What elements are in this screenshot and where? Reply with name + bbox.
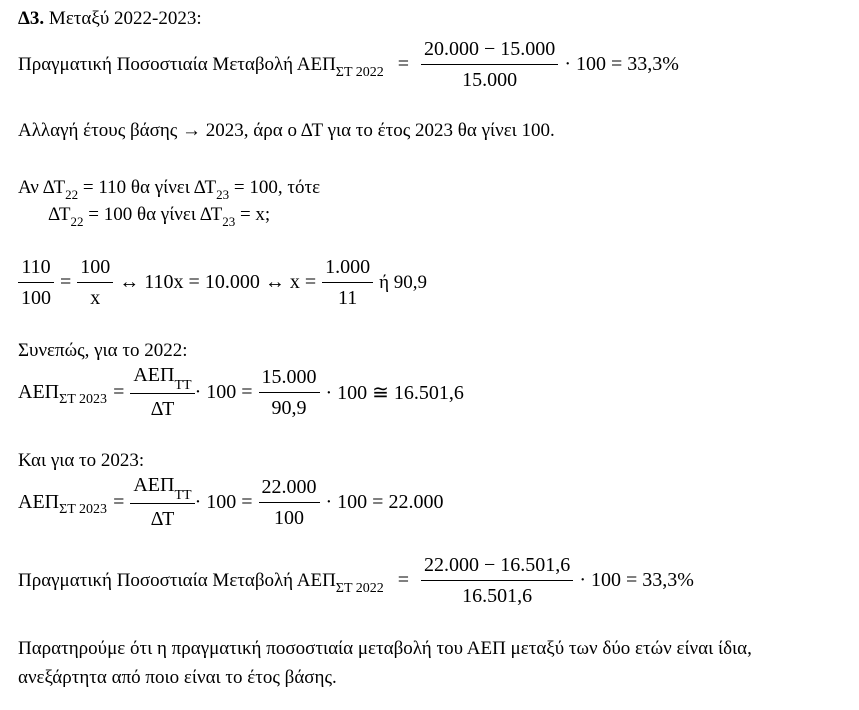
text-line: Συνεπώς, για το 2022:	[18, 340, 188, 362]
text-line: Αλλαγή έτους βάσης → 2023, άρα ο ΔΤ για …	[18, 120, 555, 142]
subscript: ΤΤ	[174, 378, 192, 393]
numerator: 22.000	[258, 472, 320, 503]
text: ή 90,9	[379, 271, 428, 293]
numerator: 15.000	[258, 362, 320, 393]
numerator: 100	[77, 252, 114, 283]
denominator: ΔΤ	[150, 508, 175, 530]
heading-text: Μεταξύ 2022-2023:	[48, 8, 202, 29]
text: Αλλαγή έτους βάσης → 2023, άρα ο ΔΤ για …	[18, 120, 555, 141]
subscript: ΤΤ	[174, 488, 192, 503]
subscript: 22	[65, 187, 79, 202]
numerator: 22.000 − 16.501,6	[421, 550, 574, 581]
denominator: 11	[337, 287, 358, 309]
denominator: 100	[274, 506, 305, 529]
equals: =	[113, 490, 125, 513]
text: Αν ΔΤ	[18, 177, 66, 198]
subscript: ΣΤ 2023	[59, 392, 108, 407]
expression: · 100 = 22.000	[325, 490, 444, 513]
denominator: 90,9	[271, 396, 307, 419]
text: = 100, τότε	[229, 177, 321, 198]
text-line: ΔΤ 22 = 100 θα γίνει ΔΤ 23 = x;	[48, 204, 271, 229]
numerator-text: ΑΕΠ	[133, 474, 175, 496]
numerator: 20.000 − 15.000	[421, 34, 559, 65]
heading: Δ3. Μεταξύ 2022-2023:	[18, 8, 202, 30]
equals: =	[113, 380, 125, 403]
text: Παρατηρούμε ότι η πραγματική ποσοστιαία …	[18, 638, 752, 659]
lhs: Πραγματική Ποσοστιαία Μεταβολή ΑΕΠ	[18, 569, 336, 591]
numerator: ΑΕΠΤΤ	[130, 360, 195, 394]
fraction: 22.000 100	[258, 472, 320, 533]
expression: · 100 ≅ 16.501,6	[325, 381, 464, 404]
text: ανεξάρτητα από ποιο είναι το έτος βάσης.	[18, 667, 337, 688]
expression: · 100 =	[194, 380, 253, 403]
text: ΔΤ	[48, 204, 71, 225]
denominator: x	[90, 287, 101, 309]
subscript: ΣΤ 2022	[335, 580, 384, 596]
expression: · 100 =	[194, 490, 253, 513]
lhs: Πραγματική Ποσοστιαία Μεταβολή ΑΕΠ	[18, 53, 336, 75]
equals: =	[397, 53, 410, 75]
numerator-text: ΑΕΠ	[133, 364, 175, 386]
subscript: 23	[222, 214, 236, 229]
text: Και για το 2023:	[18, 450, 145, 471]
fraction: ΑΕΠΤΤ ΔΤ	[130, 360, 195, 424]
numerator: 1.000	[322, 252, 374, 283]
equals: =	[60, 271, 72, 293]
lhs: ΑΕΠ	[18, 490, 60, 513]
text: = x;	[235, 204, 271, 225]
text-line: Και για το 2023:	[18, 450, 144, 472]
expression: · 100 = 33,3%	[579, 569, 694, 591]
equation: Πραγματική Ποσοστιαία Μεταβολή ΑΕΠ ΣΤ 202…	[18, 34, 679, 95]
equation: ΑΕΠ ΣΤ 2023 = ΑΕΠΤΤ ΔΤ · 100 = 15.000 90,9 …	[18, 360, 464, 424]
fraction: ΑΕΠΤΤ ΔΤ	[130, 470, 195, 534]
equation: 110 100 = 100 x ↔ 110x = 10.000 ↔ x = 1.00…	[18, 252, 427, 313]
equation: Πραγματική Ποσοστιαία Μεταβολή ΑΕΠ ΣΤ 202…	[18, 550, 694, 611]
numerator: ΑΕΠΤΤ	[130, 470, 195, 504]
text: Συνεπώς, για το 2022:	[18, 340, 188, 361]
fraction: 100 x	[77, 252, 114, 313]
fraction: 15.000 90,9	[258, 362, 320, 423]
fraction: 20.000 − 15.000 15.000	[421, 34, 559, 95]
numerator: 110	[18, 252, 54, 283]
denominator: 16.501,6	[462, 585, 533, 607]
fraction: 22.000 − 16.501,6 16.501,6	[421, 550, 574, 611]
text-line: Παρατηρούμε ότι η πραγματική ποσοστιαία …	[18, 638, 752, 660]
text: = 100 θα γίνει ΔΤ	[83, 204, 223, 225]
denominator: 15.000	[462, 69, 518, 91]
heading-label: Δ3.	[18, 8, 45, 29]
expression: ↔ 110x = 10.000 ↔ x =	[119, 271, 317, 293]
equals: =	[397, 569, 410, 591]
expression: · 100 = 33,3%	[564, 53, 679, 75]
fraction: 110 100	[18, 252, 54, 313]
lhs: ΑΕΠ	[18, 380, 60, 403]
denominator: 100	[21, 287, 51, 309]
text-line: Αν ΔΤ 22 = 110 θα γίνει ΔΤ 23 = 100, τότε	[18, 177, 321, 202]
subscript: 22	[70, 214, 84, 229]
text: = 110 θα γίνει ΔΤ	[78, 177, 217, 198]
subscript: 23	[216, 187, 230, 202]
denominator: ΔΤ	[150, 398, 175, 420]
fraction: 1.000 11	[322, 252, 374, 313]
text-line: ανεξάρτητα από ποιο είναι το έτος βάσης.	[18, 667, 337, 689]
equation: ΑΕΠ ΣΤ 2023 = ΑΕΠΤΤ ΔΤ · 100 = 22.000 100 ·…	[18, 470, 443, 534]
subscript: ΣΤ 2023	[59, 502, 108, 517]
subscript: ΣΤ 2022	[335, 64, 384, 80]
